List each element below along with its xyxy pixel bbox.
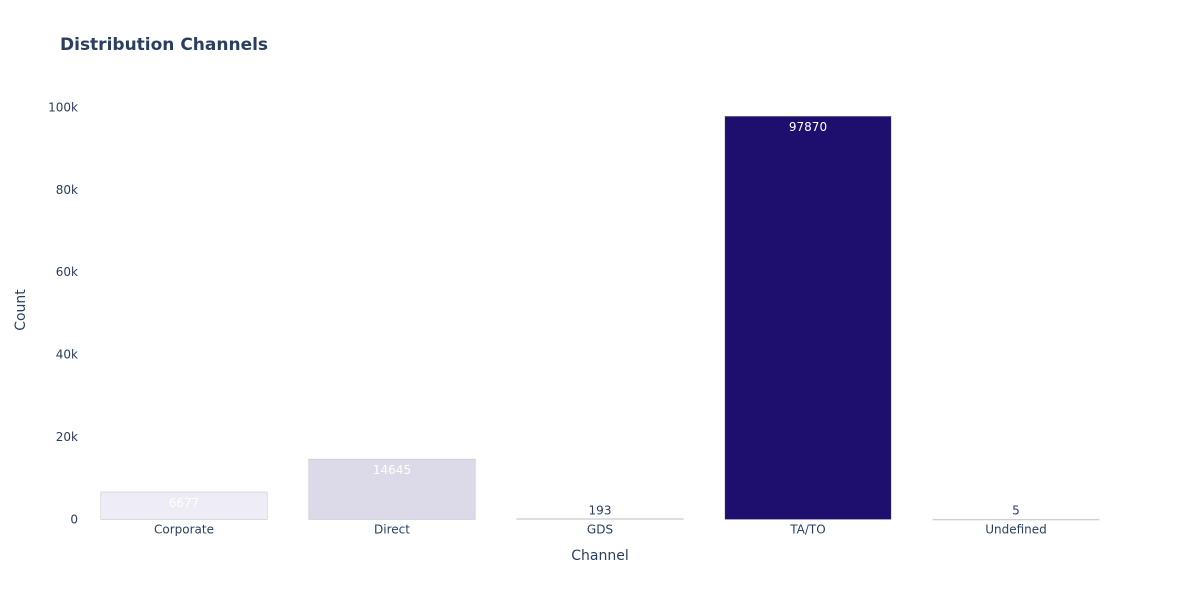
y-tick-label: 80k: [56, 183, 78, 197]
y-tick-label: 0: [70, 513, 78, 527]
x-tick-label: GDS: [587, 523, 613, 537]
bar: [516, 518, 684, 520]
y-tick-label: 20k: [56, 430, 78, 444]
bar-value-label: 97870: [789, 120, 827, 134]
bar-value-label: 6677: [169, 496, 200, 510]
bar-value-label: 193: [589, 504, 612, 518]
y-tick-label: 60k: [56, 265, 78, 279]
bar: [100, 491, 268, 520]
bar-value-label: 14645: [373, 463, 411, 477]
x-axis: Corporate Direct GDS TA/TO Undefined: [154, 523, 1047, 537]
x-tick-label: Corporate: [154, 523, 214, 537]
x-tick-label: TA/TO: [789, 523, 825, 537]
x-axis-title: Channel: [571, 548, 628, 564]
bar: [932, 519, 1100, 521]
bar: [308, 458, 476, 520]
chart-title: Distribution Channels: [60, 35, 268, 55]
bars: 6677 14645 193 97870 5: [100, 115, 1100, 521]
bar: [724, 115, 892, 520]
y-tick-label: 100k: [48, 100, 78, 114]
x-tick-label: Direct: [374, 523, 410, 537]
y-axis: 0 20k 40k 60k 80k 100k: [48, 100, 78, 526]
x-tick-label: Undefined: [985, 523, 1047, 537]
y-axis-title: Count: [13, 289, 29, 331]
bar-value-label: 5: [1012, 504, 1020, 518]
y-tick-label: 40k: [56, 348, 78, 362]
